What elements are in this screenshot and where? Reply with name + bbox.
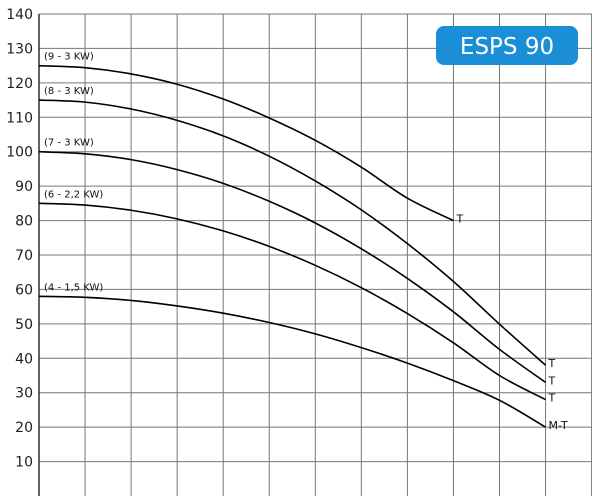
y-tick-label: 70 — [15, 248, 33, 264]
y-tick-label: 120 — [6, 76, 33, 92]
y-tick-label: 60 — [15, 282, 33, 298]
y-tick-label: 30 — [15, 386, 33, 402]
curve-name-label: (7 - 3 KW) — [44, 138, 94, 149]
y-tick-label: 50 — [15, 317, 33, 333]
curve-4-1-5-kw — [38, 295, 546, 428]
model-badge-text: ESPS 90 — [460, 34, 554, 60]
curve-name-label: (4 - 1,5 KW) — [44, 282, 103, 293]
curve-end-label: T — [455, 213, 463, 226]
curve-6-2-2-kw — [38, 202, 546, 401]
y-tick-label: 80 — [15, 214, 33, 230]
y-axis-ticks: 10 20 30 40 50 60 70 80 90 100 110 120 130 140 — [6, 7, 33, 471]
y-tick-label: 110 — [6, 110, 33, 126]
curve-end-label: M-T — [549, 419, 568, 432]
curve-8-3-kw — [38, 99, 547, 366]
curve-name-label: (6 - 2,2 KW) — [44, 189, 103, 200]
curve-name-label: (9 - 3 KW) — [44, 52, 94, 63]
curve-labels: (9 - 3 KW) T (8 - 3 KW) T (7 - 3 KW) T (6 - 2,… — [44, 52, 568, 432]
y-tick-label: 40 — [15, 351, 33, 367]
curve-end-label: T — [548, 392, 556, 405]
curve-7-3-kw — [38, 150, 547, 384]
y-tick-label: 100 — [6, 145, 33, 161]
model-badge-background — [436, 26, 578, 65]
y-tick-label: 10 — [15, 455, 33, 471]
curve-9-3-kw — [38, 64, 454, 222]
y-tick-label: 20 — [15, 420, 33, 436]
grid — [38, 13, 592, 496]
curve-name-label: (8 - 3 KW) — [44, 86, 94, 97]
y-tick-label: 130 — [6, 41, 33, 57]
y-tick-label: 140 — [6, 7, 33, 23]
model-badge: ESPS 90 — [436, 26, 578, 65]
y-tick-label: 90 — [15, 179, 33, 195]
curves — [38, 64, 547, 428]
curve-end-label: T — [548, 357, 556, 370]
curve-end-label: T — [548, 374, 556, 387]
